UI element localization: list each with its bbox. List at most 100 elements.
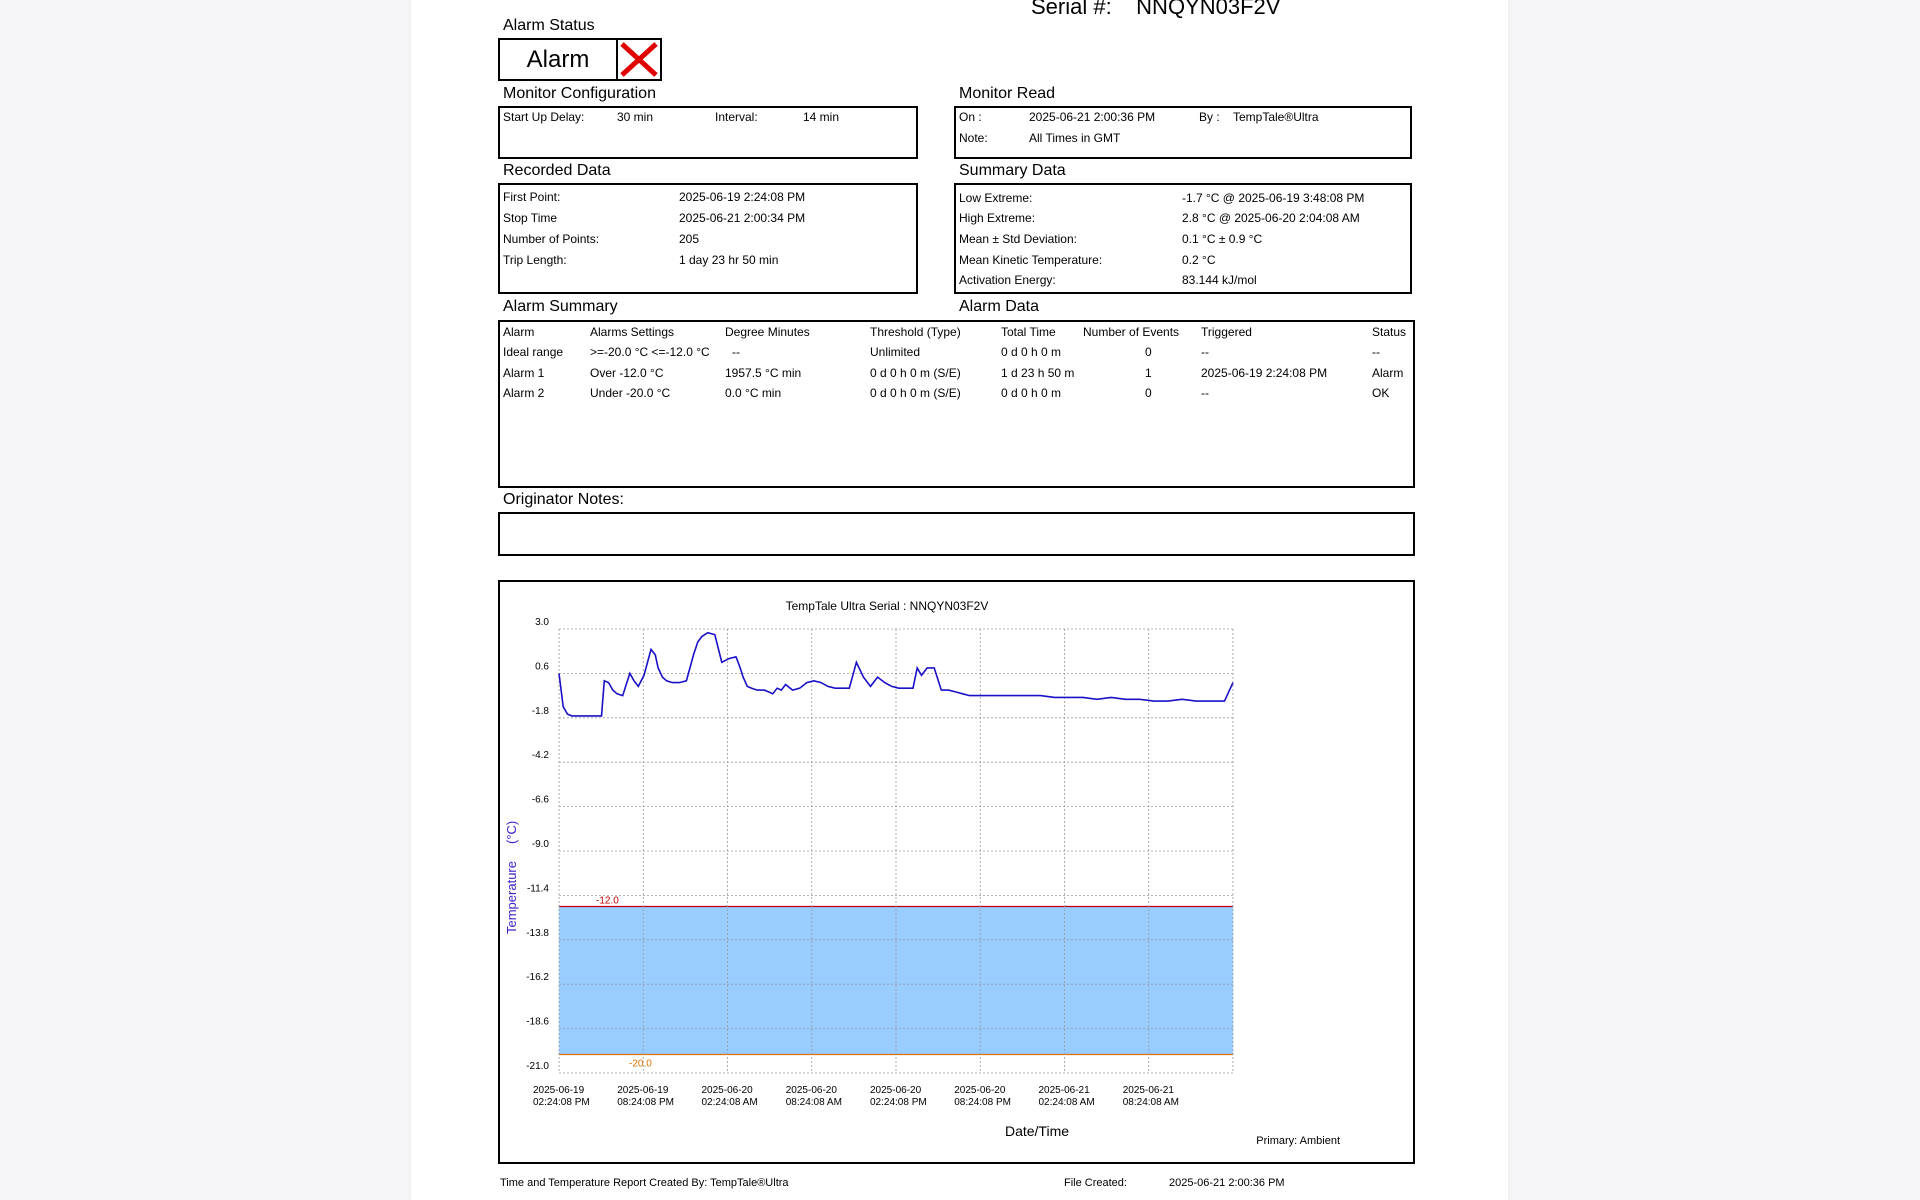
- table-header: Alarm: [503, 325, 535, 339]
- chart-svg: TempTale Ultra Serial : NNQYN03F2V -12.0…: [504, 599, 1340, 1147]
- footer-file-created-label: File Created:: [1064, 1177, 1127, 1189]
- table-cell: Ideal range: [503, 345, 564, 359]
- monitor-config-title: Monitor Configuration: [503, 85, 656, 102]
- y-tick-label: -18.6: [526, 1017, 549, 1028]
- y-tick-label: -11.4: [527, 883, 549, 894]
- y-tick-label: -13.8: [526, 928, 549, 939]
- read-on-label: On :: [959, 110, 982, 124]
- startup-delay-label: Start Up Delay:: [503, 110, 585, 124]
- table-cell: --: [1201, 345, 1209, 359]
- table-cell: --: [1201, 386, 1209, 400]
- temperature-series-line: [558, 631, 1234, 717]
- recorded-label: Number of Points:: [503, 232, 600, 246]
- table-cell: --: [732, 345, 740, 359]
- x-tick-time: 02:24:08 AM: [1039, 1097, 1095, 1108]
- table-header: Alarms Settings: [590, 325, 675, 339]
- x-tick-time: 08:24:08 AM: [786, 1097, 842, 1108]
- report-page: Serial #: NNQYN03F2V Alarm Status Alarm …: [411, 0, 1508, 1200]
- x-tick-date: 2025-06-21: [1123, 1085, 1175, 1096]
- x-tick-time: 02:24:08 PM: [533, 1097, 590, 1108]
- originator-notes-box: [498, 512, 1415, 556]
- table-cell: Alarm 2: [503, 386, 545, 400]
- y-tick-label: -16.2: [526, 972, 549, 983]
- footer-created-by: Time and Temperature Report Created By: …: [500, 1177, 789, 1189]
- table-cell: >=-20.0 °C <=-12.0 °C: [590, 345, 710, 359]
- summary-value: 0.1 °C ± 0.9 °C: [1182, 232, 1263, 246]
- recorded-value: 2025-06-19 2:24:08 PM: [679, 190, 806, 204]
- x-tick-time: 02:24:08 AM: [702, 1097, 758, 1108]
- summary-label: Activation Energy:: [959, 273, 1056, 287]
- table-header: Degree Minutes: [725, 325, 810, 339]
- table-header: Triggered: [1201, 325, 1252, 339]
- table-cell: OK: [1372, 386, 1390, 400]
- read-by-label: By :: [1199, 110, 1220, 124]
- table-cell: Unlimited: [870, 345, 921, 359]
- recorded-value: 205: [679, 232, 700, 246]
- table-cell: Over -12.0 °C: [590, 366, 664, 380]
- y-tick-label: -9.0: [532, 839, 550, 850]
- table-cell: 1: [1145, 366, 1152, 380]
- summary-label: High Extreme:: [959, 211, 1036, 225]
- x-tick-time: 08:24:08 PM: [617, 1097, 674, 1108]
- table-cell: 0 d 0 h 0 m (S/E): [870, 366, 961, 380]
- ideal-range-band: [559, 906, 1233, 1055]
- serial-value: NNQYN03F2V: [1136, 0, 1281, 19]
- x-tick-time: 02:24:08 PM: [870, 1097, 927, 1108]
- y-tick-label: -1.8: [532, 706, 550, 717]
- recorded-label: Trip Length:: [503, 253, 567, 267]
- y-tick-label: -6.6: [532, 795, 550, 806]
- summary-label: Mean Kinetic Temperature:: [959, 253, 1103, 267]
- table-cell: 0 d 0 h 0 m (S/E): [870, 386, 961, 400]
- read-note-value: All Times in GMT: [1029, 131, 1121, 145]
- upper-limit-label: -12.0: [596, 896, 619, 907]
- table-cell: Under -20.0 °C: [590, 386, 671, 400]
- table-header: Threshold (Type): [870, 325, 961, 339]
- y-tick-label: -21.0: [526, 1061, 549, 1072]
- table-cell: 0: [1145, 345, 1152, 359]
- table-header: Status: [1372, 325, 1407, 339]
- interval-value: 14 min: [803, 110, 840, 124]
- x-tick-date: 2025-06-20: [702, 1085, 754, 1096]
- x-tick-date: 2025-06-20: [786, 1085, 838, 1096]
- y-axis-unit: (°C): [504, 821, 519, 844]
- alarm-data-title: Alarm Data: [959, 298, 1040, 315]
- alarm-status-badge: Alarm: [498, 38, 662, 81]
- read-on-value: 2025-06-21 2:00:36 PM: [1029, 110, 1156, 124]
- startup-delay-value: 30 min: [617, 110, 654, 124]
- x-tick-date: 2025-06-20: [954, 1085, 1006, 1096]
- recorded-value: 1 day 23 hr 50 min: [679, 253, 779, 267]
- x-tick-date: 2025-06-19: [617, 1085, 669, 1096]
- interval-label: Interval:: [715, 110, 758, 124]
- table-cell: 0.0 °C min: [725, 386, 782, 400]
- x-tick-time: 08:24:08 PM: [954, 1097, 1011, 1108]
- alarm-status-text: Alarm: [500, 40, 618, 79]
- alarm-x-icon: [618, 40, 660, 79]
- recorded-value: 2025-06-21 2:00:34 PM: [679, 211, 806, 225]
- alarm-summary-table: Alarm Alarms Settings Degree Minutes Thr…: [498, 320, 1415, 488]
- table-cell: 0 d 0 h 0 m: [1001, 386, 1062, 400]
- y-tick-label: -4.2: [532, 750, 550, 761]
- table-header: Total Time: [1001, 325, 1056, 339]
- table-header: Number of Events: [1083, 325, 1180, 339]
- recorded-data-title: Recorded Data: [503, 162, 611, 179]
- serial-number: Serial #: NNQYN03F2V: [1031, 0, 1280, 20]
- y-axis-label: Temperature: [504, 861, 519, 934]
- read-note-label: Note:: [959, 131, 988, 145]
- monitor-read-title: Monitor Read: [959, 85, 1056, 102]
- read-by-value: TempTale®Ultra: [1233, 110, 1319, 124]
- chart-title: TempTale Ultra Serial : NNQYN03F2V: [786, 599, 989, 613]
- y-tick-label: 3.0: [535, 617, 549, 628]
- x-tick-date: 2025-06-20: [870, 1085, 922, 1096]
- table-cell: 1 d 23 h 50 m: [1001, 366, 1075, 380]
- summary-value: 2.8 °C @ 2025-06-20 2:04:08 AM: [1182, 211, 1360, 225]
- table-cell: --: [1372, 345, 1380, 359]
- serial-label: Serial #:: [1031, 0, 1112, 19]
- recorded-label: First Point:: [503, 190, 561, 204]
- primary-label: Primary: Ambient: [1256, 1135, 1340, 1147]
- table-cell: Alarm 1: [503, 366, 545, 380]
- table-cell: Alarm: [1372, 366, 1404, 380]
- lower-limit-label: -20.0: [629, 1059, 652, 1070]
- footer-file-created-value: 2025-06-21 2:00:36 PM: [1169, 1177, 1285, 1189]
- summary-value: 0.2 °C: [1182, 253, 1216, 267]
- x-axis-label: Date/Time: [1005, 1123, 1069, 1139]
